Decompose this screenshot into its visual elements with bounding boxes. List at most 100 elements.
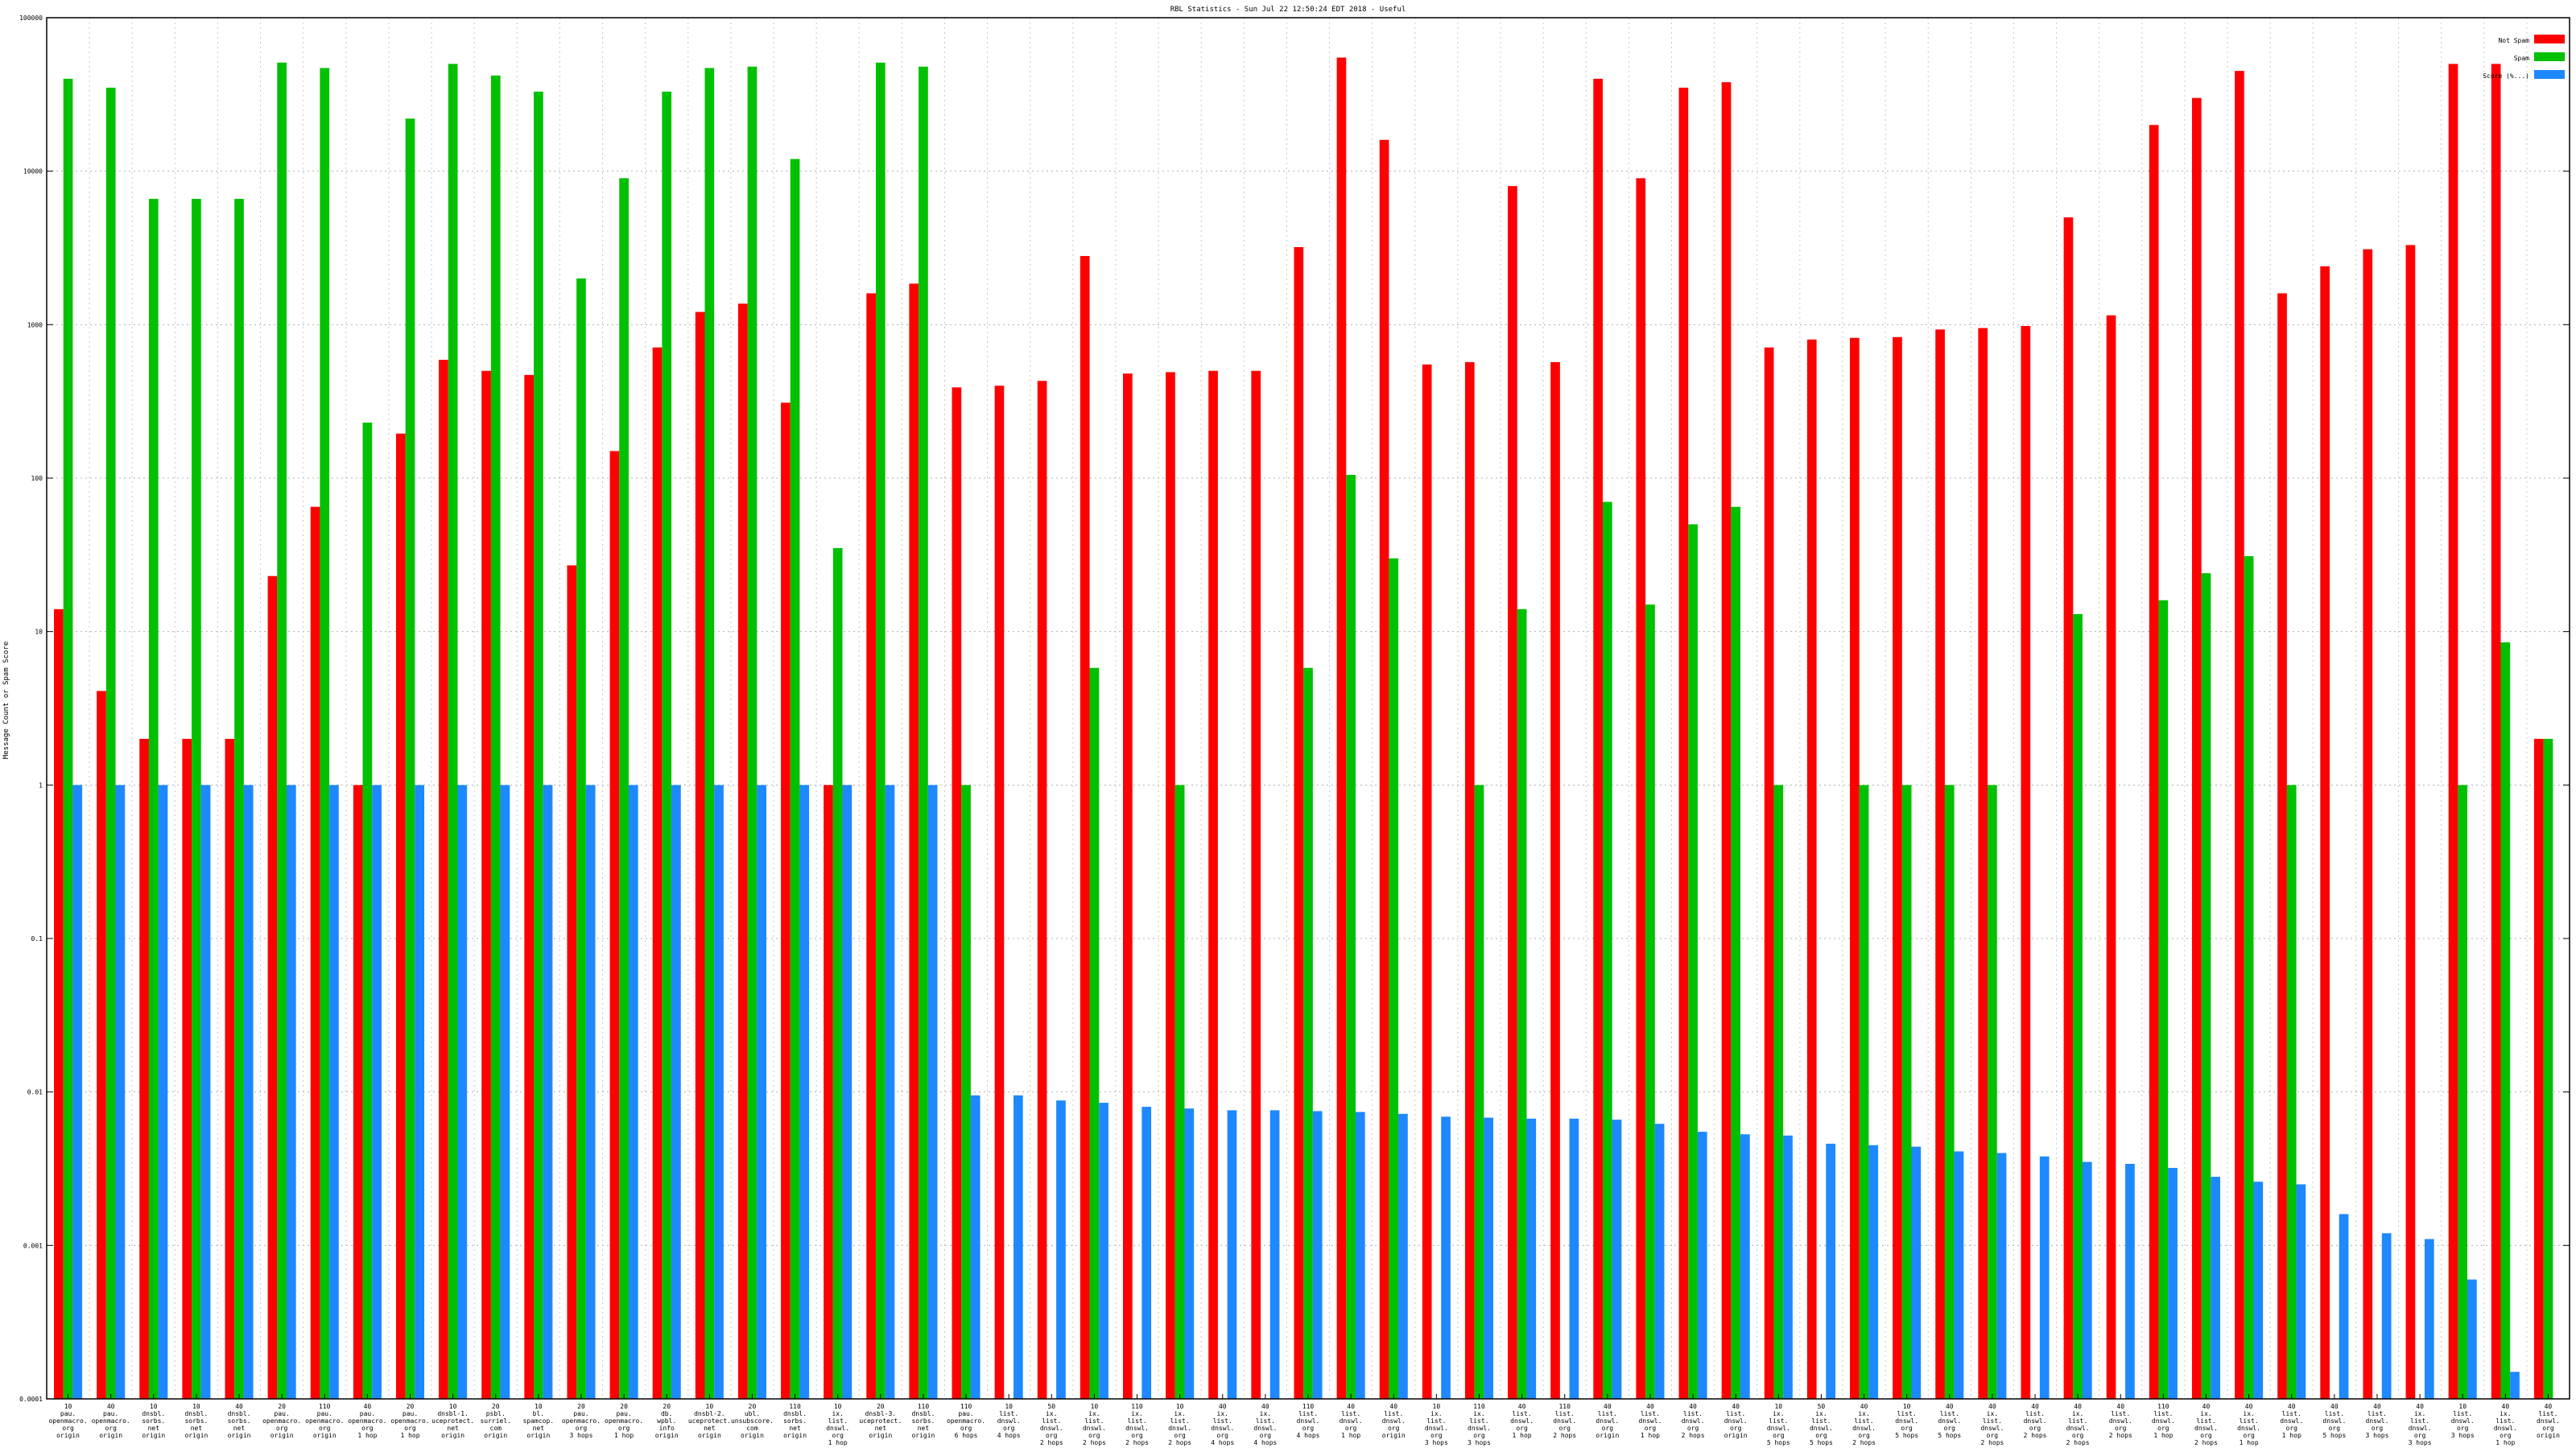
- bar-not-spam: [1294, 247, 1304, 1399]
- x-category-line: dnswl.: [1297, 1417, 1320, 1425]
- x-category-line: org: [2286, 1425, 2298, 1432]
- x-category-line: 2 hops: [1040, 1439, 1063, 1446]
- x-category-line: origin: [99, 1432, 122, 1439]
- bar-not-spam: [182, 738, 192, 1399]
- x-category-line: pau.: [275, 1410, 290, 1417]
- bar-score: [1740, 1134, 1750, 1399]
- bars: [54, 57, 2553, 1400]
- bar-not-spam: [395, 433, 406, 1399]
- x-category-label: 40 list. dnswl. org 1 hop: [2280, 1403, 2303, 1439]
- x-category-line: 40: [2373, 1403, 2381, 1410]
- x-category-label: 40 ix. list. dnswl. org 4 hops: [1253, 1403, 1277, 1446]
- x-category-line: ix.: [1815, 1410, 1827, 1417]
- x-category-label: 110 list. dnswl. org 4 hops: [1297, 1403, 1320, 1439]
- x-category-line: dnswl.: [1767, 1425, 1790, 1432]
- x-category-line: org: [2243, 1432, 2255, 1439]
- x-category-line: 3 hops: [1468, 1439, 1491, 1446]
- x-category-line: 20: [620, 1403, 628, 1410]
- x-category-label: 110 ix. list. dnswl. org 3 hops: [1468, 1403, 1491, 1446]
- x-category-line: 40: [2288, 1403, 2296, 1410]
- x-category-line: list.: [2368, 1410, 2387, 1417]
- bar-score: [1697, 1132, 1707, 1399]
- x-category-line: list.: [1298, 1410, 1318, 1417]
- bar-not-spam: [695, 311, 705, 1399]
- x-category-line: pau.: [360, 1410, 375, 1417]
- x-category-line: 1 hop: [2496, 1439, 2515, 1446]
- x-category-line: org: [1046, 1432, 1058, 1439]
- x-category-line: openmacro.: [562, 1417, 601, 1425]
- bar-not-spam: [994, 386, 1005, 1399]
- bar-spam: [1859, 785, 1869, 1399]
- bar-not-spam: [267, 575, 278, 1399]
- x-category-line: spamcop.: [523, 1417, 555, 1425]
- bar-score: [158, 785, 168, 1399]
- x-category-line: dnsbl-3.: [865, 1410, 897, 1417]
- bar-score: [1056, 1100, 1066, 1399]
- x-category-line: 110: [918, 1403, 930, 1410]
- x-category-line: ix.: [2072, 1410, 2083, 1417]
- bar-not-spam: [139, 738, 149, 1399]
- x-category-line: openmacro.: [605, 1417, 643, 1425]
- x-category-line: 10: [449, 1403, 457, 1410]
- x-category-label: 10 list. dnswl. org 3 hops: [2451, 1403, 2475, 1439]
- bar-score: [1612, 1120, 1622, 1399]
- x-category-line: 40: [2330, 1403, 2339, 1410]
- x-category-label: 40 list. dnswl. org 1 hop: [1510, 1403, 1534, 1439]
- bar-not-spam: [2533, 738, 2544, 1399]
- bar-not-spam: [824, 785, 833, 1399]
- x-category-line: org: [105, 1425, 117, 1432]
- x-category-line: 5 hops: [1895, 1432, 1918, 1439]
- x-category-line: org: [1260, 1432, 1272, 1439]
- y-tick-label: 10: [35, 629, 43, 636]
- x-category-line: 1 hop: [2240, 1439, 2259, 1446]
- x-category-line: dnswl.: [1425, 1425, 1448, 1432]
- x-category-line: dnswl.: [2280, 1417, 2303, 1425]
- x-category-line: sorbs.: [184, 1417, 208, 1425]
- bar-score: [1441, 1116, 1451, 1399]
- x-category-line: org: [618, 1425, 630, 1432]
- bar-spam: [576, 278, 586, 1399]
- x-category-line: ix.: [1046, 1410, 1057, 1417]
- x-category-line: origin: [526, 1432, 550, 1439]
- bar-not-spam: [1037, 381, 1047, 1399]
- bar-score: [1184, 1108, 1195, 1399]
- x-category-line: 20: [577, 1403, 585, 1410]
- bar-not-spam: [1251, 370, 1261, 1399]
- legend-label: Spam: [2514, 55, 2529, 62]
- x-category-line: list.: [2153, 1410, 2173, 1417]
- x-category-label: 50 ix. list. dnswl. org 2 hops: [1040, 1403, 1063, 1446]
- x-category-line: pau.: [103, 1410, 118, 1417]
- x-category-line: ubl.: [745, 1410, 760, 1417]
- x-category-line: dnswl.: [1724, 1417, 1748, 1425]
- x-category-line: dnswl.: [1638, 1417, 1662, 1425]
- bar-spam: [662, 91, 672, 1399]
- bar-spam: [63, 78, 73, 1399]
- x-category-line: list.: [1513, 1410, 1532, 1417]
- bar-score: [543, 785, 553, 1399]
- x-category-line: dnswl.: [1253, 1425, 1277, 1432]
- x-category-line: origin: [184, 1432, 208, 1439]
- x-category-line: list.: [1426, 1417, 1446, 1425]
- x-category-line: 3 hops: [1425, 1439, 1448, 1446]
- x-category-label: 10 list. dnswl. org 4 hops: [997, 1403, 1021, 1439]
- bar-spam: [362, 423, 373, 1400]
- x-category-line: 50: [1047, 1403, 1055, 1410]
- x-category-line: ix.: [2500, 1410, 2511, 1417]
- x-category-line: dnswl.: [2537, 1417, 2560, 1425]
- x-category-line: dnswl.: [1382, 1417, 1406, 1425]
- x-category-line: org: [960, 1425, 972, 1432]
- bar-score: [799, 785, 810, 1399]
- x-category-line: org: [2072, 1432, 2084, 1439]
- bar-not-spam: [737, 303, 748, 1400]
- y-tick-label: 0.001: [23, 1242, 43, 1249]
- x-category-label: 10 list. dnswl. org 5 hops: [1895, 1403, 1918, 1439]
- x-category-line: net: [533, 1425, 545, 1432]
- x-category-line: list.: [1084, 1417, 1104, 1425]
- x-category-line: org: [1003, 1425, 1015, 1432]
- bar-score: [1227, 1110, 1237, 1399]
- bar-not-spam: [1806, 339, 1817, 1400]
- x-category-line: 40: [1646, 1403, 1654, 1410]
- x-category-label: 40 list. dnswl. org origin: [1724, 1403, 1748, 1439]
- x-category-line: dnswl.: [1682, 1417, 1705, 1425]
- x-category-line: openmacro.: [947, 1417, 985, 1425]
